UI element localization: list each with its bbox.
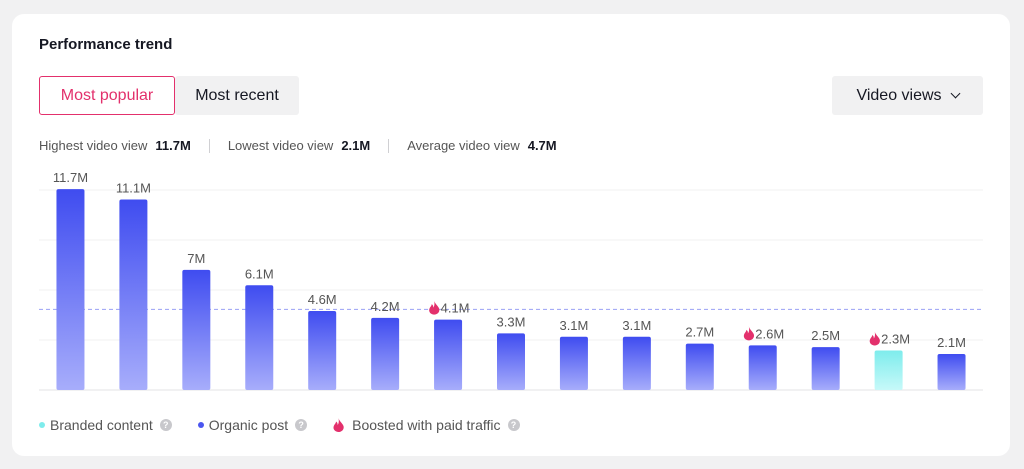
bar[interactable] <box>748 345 777 390</box>
legend-branded: Branded content ? <box>39 417 172 433</box>
legend: Branded content ? Organic post ? Boosted… <box>39 417 546 433</box>
legend-branded-label: Branded content <box>50 417 153 433</box>
bar[interactable] <box>119 199 148 390</box>
organic-dot-icon <box>197 422 204 428</box>
bar-value-label: 6.1M <box>245 266 274 281</box>
stat-lowest-label: Lowest video view <box>227 138 334 153</box>
bar-value-label: 4.2M <box>371 299 400 314</box>
question-icon[interactable]: ? <box>295 419 308 431</box>
legend-boosted: Boosted with paid traffic ? <box>333 417 520 433</box>
bar[interactable] <box>308 311 337 390</box>
legend-organic-label: Organic post <box>208 417 289 433</box>
flame-icon <box>333 418 344 432</box>
stat-highest-label: Highest video view <box>39 138 148 153</box>
metric-dropdown[interactable]: Video views <box>832 76 983 115</box>
performance-trend-card: Performance trend Most popular Most rece… <box>12 14 1010 456</box>
bar[interactable] <box>685 343 714 390</box>
bar-value-label: 2.5M <box>811 328 840 343</box>
stat-average: Average video view 4.7M <box>407 138 556 153</box>
bar-value-label: 3.3M <box>497 314 526 329</box>
tab-most-popular[interactable]: Most popular <box>39 76 175 115</box>
stat-highest: Highest video view 11.7M <box>39 138 191 153</box>
stat-highest-value: 11.7M <box>155 138 191 153</box>
bar-value-label: 2.3M <box>881 332 910 347</box>
question-icon[interactable]: ? <box>507 419 520 431</box>
bar-value-label: 7M <box>187 251 205 266</box>
branded-dot-icon <box>39 422 45 428</box>
bar-value-label: 4.6M <box>308 292 337 307</box>
bar[interactable] <box>874 350 903 390</box>
flame-icon <box>869 331 880 346</box>
bar[interactable] <box>182 269 211 390</box>
bar-value-label: 2.1M <box>937 335 966 350</box>
bar-value-label: 3.1M <box>559 318 588 333</box>
bar[interactable] <box>811 347 840 390</box>
flame-icon <box>429 300 440 315</box>
tab-most-recent[interactable]: Most recent <box>175 76 299 115</box>
bar[interactable] <box>559 336 588 390</box>
stat-average-label: Average video view <box>407 138 520 153</box>
bar[interactable] <box>622 336 651 390</box>
bar[interactable] <box>434 319 463 390</box>
card-title: Performance trend <box>39 36 173 53</box>
bar[interactable] <box>937 353 966 390</box>
bar[interactable] <box>371 317 400 390</box>
bar-value-label: 3.1M <box>622 318 651 333</box>
bar-value-label: 4.1M <box>441 301 470 316</box>
stat-average-value: 4.7M <box>527 138 557 153</box>
bar-value-label: 11.1M <box>116 180 151 195</box>
question-icon[interactable]: ? <box>159 419 172 431</box>
bar-value-label: 2.6M <box>755 326 784 341</box>
bar[interactable] <box>245 285 274 390</box>
bar-value-label: 2.7M <box>685 325 714 340</box>
bar-value-label: 11.7M <box>53 170 88 185</box>
legend-boosted-label: Boosted with paid traffic <box>352 417 501 433</box>
stat-divider <box>208 138 210 153</box>
flame-icon <box>743 326 755 341</box>
metric-dropdown-label: Video views <box>856 86 942 104</box>
stat-lowest: Lowest video view 2.1M <box>228 138 370 153</box>
legend-organic: Organic post ? <box>197 417 308 433</box>
bar[interactable] <box>497 333 525 390</box>
bar[interactable] <box>56 189 85 390</box>
bar-chart: 11.7M 11.1M 7M 6.1M 4.6M 4.2M 4.1M 3.3M 3.1M 3.1M… <box>39 170 983 391</box>
stat-lowest-value: 2.1M <box>341 138 371 153</box>
stats-row: Highest video view 11.7M Lowest video vi… <box>39 138 557 153</box>
stat-divider <box>388 138 390 153</box>
